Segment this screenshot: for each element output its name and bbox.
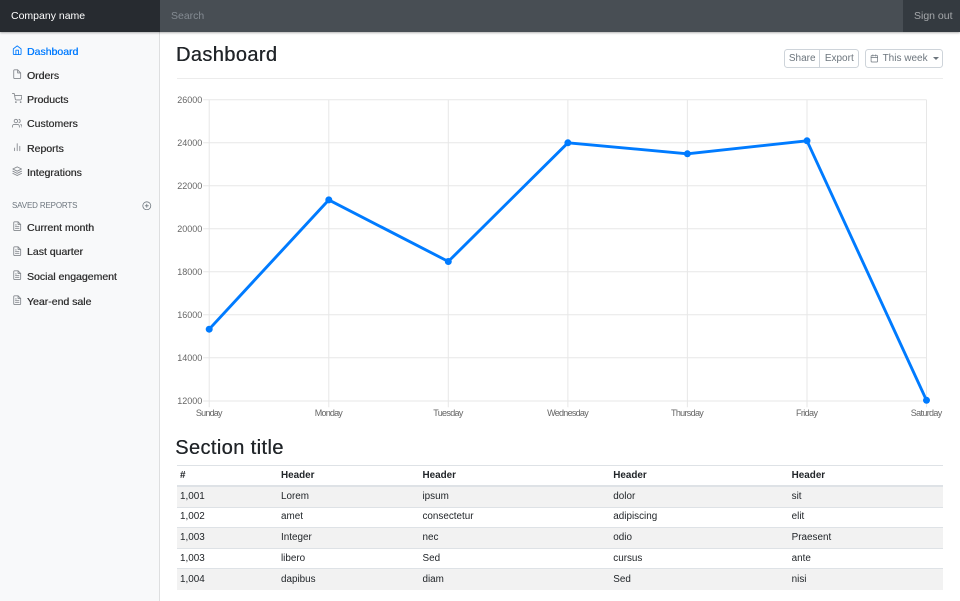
svg-text:14000: 14000 [177, 353, 202, 363]
svg-text:Sunday: Sunday [196, 407, 223, 417]
svg-text:16000: 16000 [177, 310, 202, 320]
svg-text:Monday: Monday [315, 407, 344, 417]
svg-text:18000: 18000 [177, 267, 202, 277]
svg-text:Wednesday: Wednesday [547, 407, 589, 417]
svg-text:24000: 24000 [177, 138, 202, 148]
svg-text:20000: 20000 [177, 224, 202, 234]
svg-text:Thursday: Thursday [671, 407, 704, 417]
svg-text:22000: 22000 [177, 181, 202, 191]
svg-text:12000: 12000 [177, 396, 202, 406]
svg-text:26000: 26000 [177, 95, 202, 105]
svg-text:Friday: Friday [796, 407, 818, 417]
svg-text:Saturday: Saturday [911, 407, 943, 417]
svg-text:Tuesday: Tuesday [433, 407, 464, 417]
